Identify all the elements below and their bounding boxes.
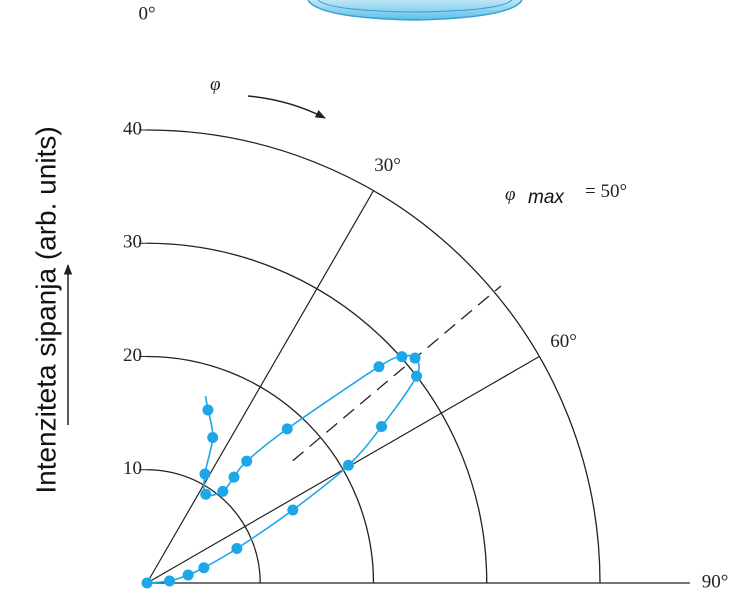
rotation-symbol: φ [210, 74, 221, 95]
phi-max-symbol: φ [505, 184, 516, 205]
data-point [207, 431, 219, 443]
data-point [228, 471, 240, 483]
phi-max-label: = 50° [585, 181, 627, 202]
data-point [342, 459, 354, 471]
grid-ring [146, 129, 601, 584]
data-point [411, 370, 423, 382]
data-point [409, 352, 421, 364]
crystal-decoration [317, 0, 513, 13]
angle-tick-label: 60° [550, 331, 577, 352]
data-point [241, 455, 253, 467]
y-axis-label: Intenziteta sipanja (arb. units) [30, 126, 61, 493]
angle-tick-label: 30° [374, 155, 401, 176]
r-tick-label: 20 [123, 345, 142, 366]
data-point [199, 468, 211, 480]
r-tick-label: 10 [123, 458, 142, 479]
data-point [198, 562, 210, 574]
rotation-arrow [247, 95, 326, 119]
data-point [202, 404, 214, 416]
phi-max-subscript: max [528, 187, 565, 208]
grid-ring [146, 242, 488, 584]
r-tick-label: 40 [123, 118, 142, 139]
data-point [200, 488, 212, 500]
angle-tick-label: 90° [702, 571, 729, 592]
data-point [287, 504, 299, 516]
data-point [231, 543, 243, 555]
crystal-decoration [307, 0, 523, 21]
r-tick-label: 30 [123, 232, 142, 253]
data-point [373, 361, 385, 373]
data-point [376, 421, 388, 433]
origin-point [141, 577, 153, 589]
angle-line [146, 190, 375, 584]
grid-ring [146, 355, 375, 584]
phi-max-line [292, 285, 502, 462]
data-point [217, 485, 229, 497]
angle-tick-label: 0° [138, 3, 155, 24]
data-point [182, 569, 194, 581]
data-point [396, 351, 408, 363]
grid-ring [146, 469, 261, 584]
data-point [281, 423, 293, 435]
data-point [164, 575, 176, 587]
